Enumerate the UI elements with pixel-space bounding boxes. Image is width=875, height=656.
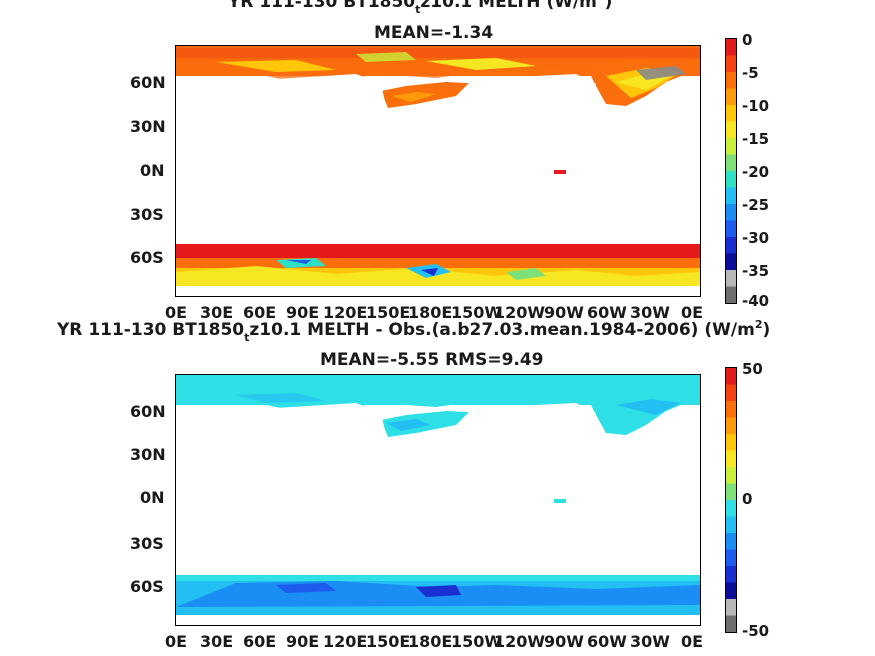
lon-label: 30W bbox=[630, 303, 670, 322]
lon-label: 60E bbox=[243, 632, 277, 651]
map-panel1-field bbox=[176, 46, 700, 296]
panel1-title-rest: z10.1 MELTH (W/m bbox=[420, 0, 597, 12]
lat-label: 60N bbox=[130, 402, 166, 421]
lon-label: 60W bbox=[587, 303, 627, 322]
lon-label: 150W bbox=[451, 303, 503, 322]
colorbar-tick: 0 bbox=[742, 490, 753, 508]
lon-label: 0E bbox=[165, 303, 188, 322]
colorbar-tick: -30 bbox=[742, 229, 770, 247]
panel2-title-end: ) bbox=[762, 320, 771, 340]
panel1-title-subscript: t bbox=[415, 3, 421, 16]
lon-label: 150E bbox=[366, 632, 411, 651]
lon-label: 180E bbox=[408, 632, 453, 651]
colorbar-tick: -10 bbox=[742, 97, 770, 115]
colorbar-tick: -25 bbox=[742, 196, 770, 214]
panel1-subtitle: MEAN=-1.34 bbox=[374, 23, 494, 43]
colorbar-tick: -20 bbox=[742, 163, 770, 181]
colorbar-tick: 50 bbox=[742, 360, 763, 378]
lon-label: 0E bbox=[165, 632, 188, 651]
lon-label: 90W bbox=[544, 632, 584, 651]
lon-label: 90E bbox=[286, 303, 320, 322]
map-panel2-field bbox=[176, 375, 700, 625]
lon-label: 90E bbox=[286, 632, 320, 651]
lon-label: 60W bbox=[587, 632, 627, 651]
panel2-title-subscript: t bbox=[244, 331, 250, 344]
map-panel1 bbox=[175, 45, 701, 297]
lat-label: 30S bbox=[130, 205, 164, 224]
lon-label: 30E bbox=[200, 303, 234, 322]
colorbar-panel2 bbox=[725, 367, 737, 633]
colorbar-panel1 bbox=[725, 38, 737, 304]
lat-label: 60S bbox=[130, 248, 164, 267]
lat-label: 0N bbox=[140, 161, 165, 180]
lon-label: 150W bbox=[451, 632, 503, 651]
lat-label: 60N bbox=[130, 73, 166, 92]
panel2-title-superscript: 2 bbox=[754, 318, 763, 331]
colorbar-tick: -50 bbox=[742, 622, 770, 640]
lon-label: 0E bbox=[681, 632, 704, 651]
panel1-title-main: YR 111-130 BT1850 bbox=[228, 0, 416, 12]
colorbar-tick: -15 bbox=[742, 130, 770, 148]
panel1-title-superscript: 2 bbox=[597, 0, 605, 3]
lon-label: 30W bbox=[630, 632, 670, 651]
lon-label: 120W bbox=[494, 632, 546, 651]
lat-label: 30N bbox=[130, 445, 166, 464]
colorbar-tick: -5 bbox=[742, 64, 759, 82]
panel2-subtitle: MEAN=-5.55 RMS=9.49 bbox=[320, 350, 544, 370]
lon-label: 120W bbox=[494, 303, 546, 322]
panel2-title-rest: z10.1 MELTH - Obs.(a.b27.03.mean.1984-20… bbox=[249, 320, 755, 340]
panel2-title: YR 111-130 BT1850tz10.1 MELTH - Obs.(a.b… bbox=[57, 318, 771, 344]
colorbar-tick: 0 bbox=[742, 31, 753, 49]
lon-label: 0E bbox=[681, 303, 704, 322]
lon-label: 120E bbox=[323, 632, 368, 651]
lat-label: 0N bbox=[140, 488, 165, 507]
lon-label: 180E bbox=[408, 303, 453, 322]
panel2-title-main: YR 111-130 BT1850 bbox=[57, 320, 245, 340]
colorbar-tick: -40 bbox=[742, 292, 770, 310]
lon-label: 120E bbox=[323, 303, 368, 322]
lon-label: 90W bbox=[544, 303, 584, 322]
colorbar-tick: -35 bbox=[742, 262, 770, 280]
lon-label: 150E bbox=[366, 303, 411, 322]
lat-label: 60S bbox=[130, 577, 164, 596]
map-panel2 bbox=[175, 374, 701, 626]
panel1-title: YR 111-130 BT1850tz10.1 MELTH (W/m2) bbox=[228, 0, 613, 16]
lon-label: 60E bbox=[243, 303, 277, 322]
lat-label: 30S bbox=[130, 534, 164, 553]
lat-label: 30N bbox=[130, 117, 166, 136]
lon-label: 30E bbox=[200, 632, 234, 651]
panel1-title-end: ) bbox=[604, 0, 613, 12]
